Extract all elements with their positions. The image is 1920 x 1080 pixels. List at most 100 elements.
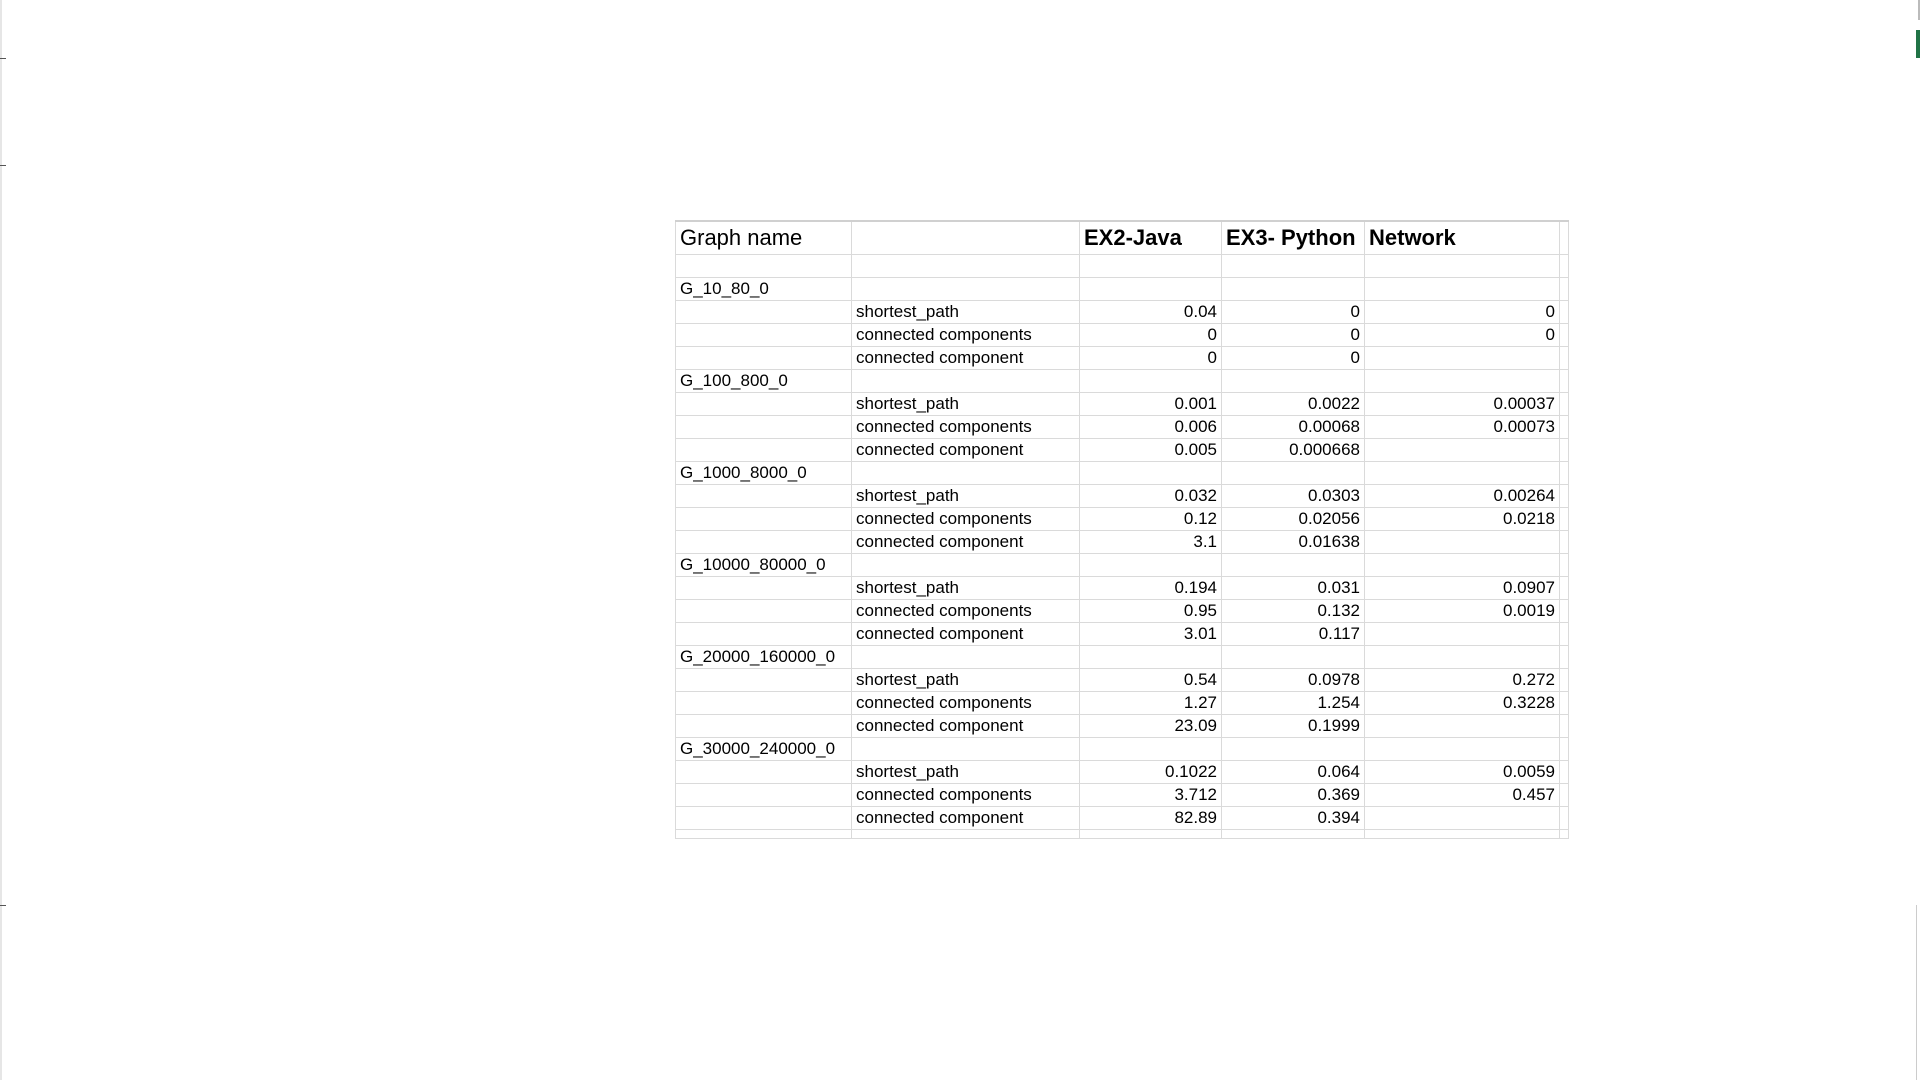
empty-cell[interactable] (1364, 553, 1560, 577)
python-value-cell[interactable]: 0 (1221, 300, 1365, 324)
empty-cell[interactable] (1559, 829, 1569, 839)
java-value-cell[interactable]: 3.1 (1079, 530, 1222, 554)
empty-cell[interactable] (1079, 645, 1222, 669)
java-value-cell[interactable]: 0.1022 (1079, 760, 1222, 784)
empty-cell[interactable] (675, 530, 852, 554)
header-network[interactable]: Network (1364, 220, 1560, 255)
network-value-cell[interactable]: 0.00264 (1364, 484, 1560, 508)
empty-cell[interactable] (1221, 829, 1365, 839)
empty-cell[interactable] (1364, 277, 1560, 301)
python-value-cell[interactable]: 0.0978 (1221, 668, 1365, 692)
metric-cell[interactable]: connected component (851, 714, 1080, 738)
empty-cell[interactable] (1364, 369, 1560, 393)
metric-cell[interactable]: connected components (851, 323, 1080, 347)
python-value-cell[interactable]: 0.01638 (1221, 530, 1365, 554)
empty-cell[interactable] (1079, 829, 1222, 839)
empty-cell[interactable] (1559, 760, 1569, 784)
empty-cell[interactable] (1559, 392, 1569, 416)
empty-cell[interactable] (1221, 277, 1365, 301)
graph-name-cell[interactable]: G_20000_160000_0 (675, 645, 852, 669)
empty-cell[interactable] (1559, 277, 1569, 301)
empty-cell[interactable] (1559, 806, 1569, 830)
empty-cell[interactable] (675, 346, 852, 370)
empty-cell[interactable] (1559, 507, 1569, 531)
network-value-cell[interactable] (1364, 622, 1560, 646)
python-value-cell[interactable]: 0.117 (1221, 622, 1365, 646)
empty-cell[interactable] (1559, 691, 1569, 715)
empty-cell[interactable] (851, 737, 1080, 761)
empty-cell[interactable] (675, 714, 852, 738)
empty-cell[interactable] (1364, 829, 1560, 839)
empty-cell[interactable] (1221, 553, 1365, 577)
empty-cell[interactable] (675, 691, 852, 715)
empty-cell[interactable] (1559, 714, 1569, 738)
graph-name-cell[interactable]: G_100_800_0 (675, 369, 852, 393)
java-value-cell[interactable]: 0.12 (1079, 507, 1222, 531)
empty-cell[interactable] (675, 415, 852, 439)
java-value-cell[interactable]: 0.032 (1079, 484, 1222, 508)
python-value-cell[interactable]: 0.0022 (1221, 392, 1365, 416)
empty-cell[interactable] (851, 369, 1080, 393)
metric-cell[interactable]: connected components (851, 415, 1080, 439)
empty-cell[interactable] (675, 392, 852, 416)
empty-cell[interactable] (675, 599, 852, 623)
empty-cell[interactable] (851, 645, 1080, 669)
empty-cell[interactable] (675, 829, 852, 839)
network-value-cell[interactable] (1364, 438, 1560, 462)
metric-cell[interactable]: shortest_path (851, 760, 1080, 784)
header-graph-name[interactable]: Graph name (675, 220, 852, 255)
empty-cell[interactable] (675, 668, 852, 692)
metric-cell[interactable]: connected component (851, 622, 1080, 646)
empty-cell[interactable] (1221, 645, 1365, 669)
python-value-cell[interactable]: 0.000668 (1221, 438, 1365, 462)
metric-cell[interactable]: connected component (851, 530, 1080, 554)
empty-cell[interactable] (675, 783, 852, 807)
metric-cell[interactable]: connected component (851, 806, 1080, 830)
network-value-cell[interactable] (1364, 714, 1560, 738)
graph-name-cell[interactable]: G_10_80_0 (675, 277, 852, 301)
python-value-cell[interactable]: 0.02056 (1221, 507, 1365, 531)
empty-cell[interactable] (1221, 737, 1365, 761)
network-value-cell[interactable] (1364, 530, 1560, 554)
empty-cell[interactable] (1079, 737, 1222, 761)
java-value-cell[interactable]: 0 (1079, 346, 1222, 370)
empty-cell[interactable] (851, 553, 1080, 577)
python-value-cell[interactable]: 0.394 (1221, 806, 1365, 830)
metric-cell[interactable]: connected components (851, 599, 1080, 623)
python-value-cell[interactable]: 0.1999 (1221, 714, 1365, 738)
java-value-cell[interactable]: 82.89 (1079, 806, 1222, 830)
empty-cell[interactable] (1559, 438, 1569, 462)
java-value-cell[interactable]: 23.09 (1079, 714, 1222, 738)
empty-cell[interactable] (1559, 530, 1569, 554)
empty-cell[interactable] (675, 507, 852, 531)
empty-cell[interactable] (1559, 622, 1569, 646)
graph-name-cell[interactable]: G_10000_80000_0 (675, 553, 852, 577)
empty-cell[interactable] (675, 300, 852, 324)
empty-cell[interactable] (851, 254, 1080, 278)
empty-cell[interactable] (1559, 553, 1569, 577)
empty-cell[interactable] (1079, 277, 1222, 301)
empty-cell[interactable] (675, 760, 852, 784)
network-value-cell[interactable]: 0.00037 (1364, 392, 1560, 416)
network-value-cell[interactable]: 0.00073 (1364, 415, 1560, 439)
empty-cell[interactable] (675, 484, 852, 508)
empty-cell[interactable] (1221, 461, 1365, 485)
empty-cell[interactable] (675, 622, 852, 646)
empty-cell[interactable] (1364, 645, 1560, 669)
java-value-cell[interactable]: 0.04 (1079, 300, 1222, 324)
python-value-cell[interactable]: 0.132 (1221, 599, 1365, 623)
java-value-cell[interactable]: 0.54 (1079, 668, 1222, 692)
empty-cell[interactable] (1079, 553, 1222, 577)
metric-cell[interactable]: shortest_path (851, 576, 1080, 600)
empty-cell[interactable] (1559, 668, 1569, 692)
empty-cell[interactable] (1559, 346, 1569, 370)
network-value-cell[interactable]: 0 (1364, 323, 1560, 347)
empty-cell[interactable] (1079, 369, 1222, 393)
java-value-cell[interactable]: 0.194 (1079, 576, 1222, 600)
empty-cell[interactable] (1559, 220, 1569, 255)
empty-cell[interactable] (675, 806, 852, 830)
empty-cell[interactable] (851, 829, 1080, 839)
network-value-cell[interactable]: 0.0907 (1364, 576, 1560, 600)
empty-cell[interactable] (675, 254, 852, 278)
java-value-cell[interactable]: 0.001 (1079, 392, 1222, 416)
